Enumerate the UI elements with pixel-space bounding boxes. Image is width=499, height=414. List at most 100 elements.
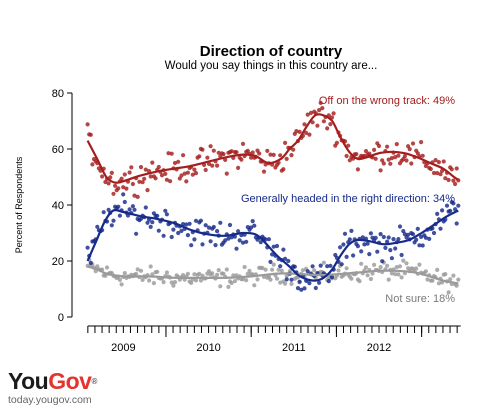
data-point — [239, 157, 244, 162]
data-point — [106, 181, 111, 186]
trend-line-1 — [86, 208, 459, 282]
data-point — [404, 261, 409, 266]
data-point — [249, 225, 254, 230]
data-point — [444, 203, 450, 208]
data-point — [95, 224, 100, 229]
data-point — [129, 165, 134, 170]
data-point — [161, 233, 166, 238]
logo-gov: Gov — [48, 368, 92, 394]
data-point — [135, 267, 140, 272]
data-point — [181, 273, 186, 278]
data-point — [145, 220, 150, 225]
data-point — [117, 277, 122, 282]
data-point — [211, 148, 216, 153]
data-point — [383, 245, 388, 250]
data-point — [338, 245, 343, 250]
data-point — [127, 207, 132, 212]
data-point — [116, 186, 121, 191]
data-point — [302, 286, 307, 291]
data-point — [339, 262, 344, 267]
data-point — [433, 158, 438, 163]
data-point — [223, 238, 228, 243]
data-point — [172, 160, 178, 166]
data-point — [321, 119, 326, 124]
data-point — [164, 212, 169, 217]
data-point — [163, 208, 168, 213]
data-point — [244, 239, 249, 244]
data-point — [406, 232, 411, 237]
data-point — [410, 141, 416, 146]
data-point — [171, 283, 176, 288]
data-point — [218, 220, 223, 225]
x-tick-label: 2009 — [111, 342, 135, 354]
data-point — [278, 153, 283, 158]
data-point — [237, 238, 242, 243]
data-point — [203, 223, 208, 228]
data-point — [210, 163, 215, 168]
data-point — [203, 167, 208, 173]
data-point — [438, 172, 443, 177]
data-point — [266, 237, 271, 242]
data-point — [346, 143, 351, 148]
data-point — [148, 224, 153, 229]
series-points-0 — [85, 100, 461, 199]
data-point — [109, 223, 114, 228]
data-point — [155, 213, 160, 218]
data-point — [402, 232, 407, 237]
data-point — [101, 210, 106, 215]
series-points-1 — [85, 192, 461, 292]
data-point — [451, 273, 456, 278]
data-point — [370, 271, 375, 276]
data-point — [302, 122, 307, 127]
data-point — [122, 172, 127, 177]
data-point — [215, 229, 220, 234]
logo-wordmark: YouGov® — [8, 370, 97, 393]
data-point — [448, 277, 453, 282]
data-point — [161, 280, 166, 285]
data-point — [359, 261, 364, 266]
data-point — [236, 229, 241, 234]
data-point — [315, 123, 320, 128]
y-tick-label: 20 — [52, 256, 64, 268]
data-point — [331, 111, 336, 116]
data-point — [318, 263, 323, 268]
data-point — [255, 277, 260, 282]
data-point — [443, 176, 448, 181]
data-point — [281, 247, 286, 252]
data-point — [229, 280, 234, 286]
data-point — [179, 173, 184, 178]
data-point — [189, 243, 194, 248]
data-point — [85, 122, 90, 127]
data-point — [297, 129, 302, 134]
data-point — [354, 152, 359, 157]
data-point — [119, 282, 124, 287]
data-point — [389, 156, 394, 161]
data-point — [257, 151, 262, 156]
data-point — [381, 161, 386, 166]
data-point — [163, 171, 168, 176]
data-point — [334, 140, 339, 145]
data-point — [310, 264, 315, 269]
data-point — [151, 281, 156, 286]
data-point — [394, 265, 399, 270]
data-point — [252, 283, 257, 288]
data-point — [307, 281, 312, 286]
data-point — [378, 265, 383, 270]
data-point — [376, 143, 382, 149]
data-point — [147, 278, 152, 283]
data-point — [300, 268, 305, 273]
trend-line-2 — [87, 265, 459, 285]
y-tick-label: 80 — [52, 88, 64, 100]
data-point — [362, 242, 367, 247]
data-point — [224, 171, 229, 176]
data-point — [184, 179, 189, 184]
data-point — [393, 246, 398, 251]
data-point — [132, 207, 137, 212]
data-point — [184, 222, 189, 227]
registered-mark-icon: ® — [91, 377, 97, 386]
data-point — [176, 230, 181, 236]
data-point — [249, 155, 254, 160]
data-point — [355, 244, 360, 249]
data-point — [381, 234, 386, 240]
data-point — [113, 183, 118, 188]
